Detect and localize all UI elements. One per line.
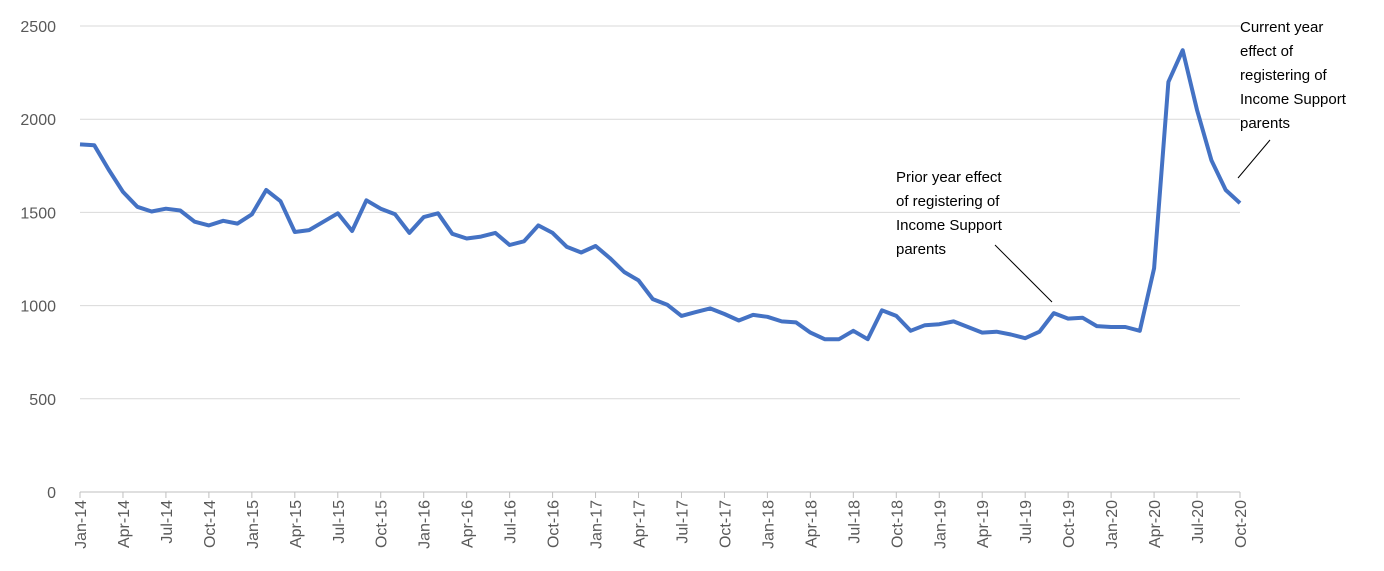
x-tick-label: Jul-14	[159, 500, 176, 544]
x-tick-label: Jan-19	[932, 500, 949, 549]
annotation-arrow	[1237, 139, 1271, 179]
x-tick-label: Jul-18	[846, 500, 863, 544]
x-tick-label: Apr-20	[1147, 500, 1164, 548]
x-tick-label: Apr-16	[460, 500, 477, 548]
annotation-text: Current year	[1240, 19, 1323, 36]
y-tick-label: 2500	[20, 19, 56, 36]
x-tick-label: Oct-15	[374, 500, 391, 548]
x-tick-label: Apr-14	[116, 500, 133, 548]
x-tick-label: Jul-15	[331, 500, 348, 544]
x-tick-label: Jan-20	[1104, 500, 1121, 549]
x-tick-label: Jan-18	[760, 500, 777, 549]
data-line	[79, 48, 1242, 342]
annotation-arrow	[994, 244, 1053, 303]
annotation-text: Income Support	[896, 217, 1003, 234]
x-tick-label: Apr-15	[288, 500, 305, 548]
y-tick-label: 1000	[20, 299, 56, 316]
annotation-text: Income Support	[1240, 91, 1347, 108]
x-tick-label: Oct-18	[889, 500, 906, 548]
annotation: Current year effect of registering of Incom…	[1237, 19, 1347, 179]
annotation-text: parents	[1240, 115, 1290, 132]
x-tick-label: Jul-19	[1018, 500, 1035, 544]
x-tick-label: Jan-15	[245, 500, 262, 549]
x-tick-label: Oct-14	[202, 500, 219, 548]
x-tick-label: Oct-20	[1233, 500, 1250, 548]
annotation-text: of registering of	[896, 193, 1000, 210]
x-tick-label: Apr-18	[803, 500, 820, 548]
annotation-text: Prior year effect	[896, 169, 1002, 186]
annotation: Prior year effect of registering of Income…	[896, 169, 1053, 303]
x-tick-label: Oct-17	[717, 500, 734, 548]
x-tick-label: Jan-16	[417, 500, 434, 549]
annotation-text: effect of	[1240, 43, 1294, 60]
x-tick-label: Oct-16	[546, 500, 563, 548]
x-tick-label: Jan-14	[73, 500, 90, 549]
x-tick-label: Jul-20	[1190, 500, 1207, 544]
x-tick-label: Oct-19	[1061, 500, 1078, 548]
x-tick-label: Jul-17	[674, 500, 691, 544]
y-tick-label: 500	[29, 392, 56, 409]
y-tick-label: 1500	[20, 205, 56, 222]
x-tick-label: Apr-17	[632, 500, 649, 548]
x-tick-label: Jul-16	[503, 500, 520, 544]
y-tick-label: 2000	[20, 112, 56, 129]
x-tick-label: Jan-17	[589, 500, 606, 549]
annotation-text: registering of	[1240, 67, 1328, 84]
x-tick-label: Apr-19	[975, 500, 992, 548]
y-tick-label: 0	[47, 485, 56, 502]
annotation-text: parents	[896, 241, 946, 258]
